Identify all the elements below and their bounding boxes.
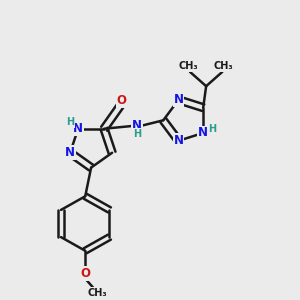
- Text: N: N: [198, 127, 208, 140]
- Text: O: O: [80, 267, 90, 280]
- Text: CH₃: CH₃: [179, 61, 198, 71]
- Text: O: O: [117, 94, 127, 107]
- Text: N: N: [173, 134, 184, 147]
- Text: N: N: [65, 146, 75, 159]
- Text: CH₃: CH₃: [214, 61, 234, 71]
- Text: H: H: [208, 124, 216, 134]
- Text: H: H: [133, 129, 141, 139]
- Text: CH₃: CH₃: [87, 288, 107, 298]
- Text: H: H: [66, 117, 74, 128]
- Text: N: N: [73, 122, 83, 135]
- Text: N: N: [173, 93, 184, 106]
- Text: N: N: [132, 119, 142, 132]
